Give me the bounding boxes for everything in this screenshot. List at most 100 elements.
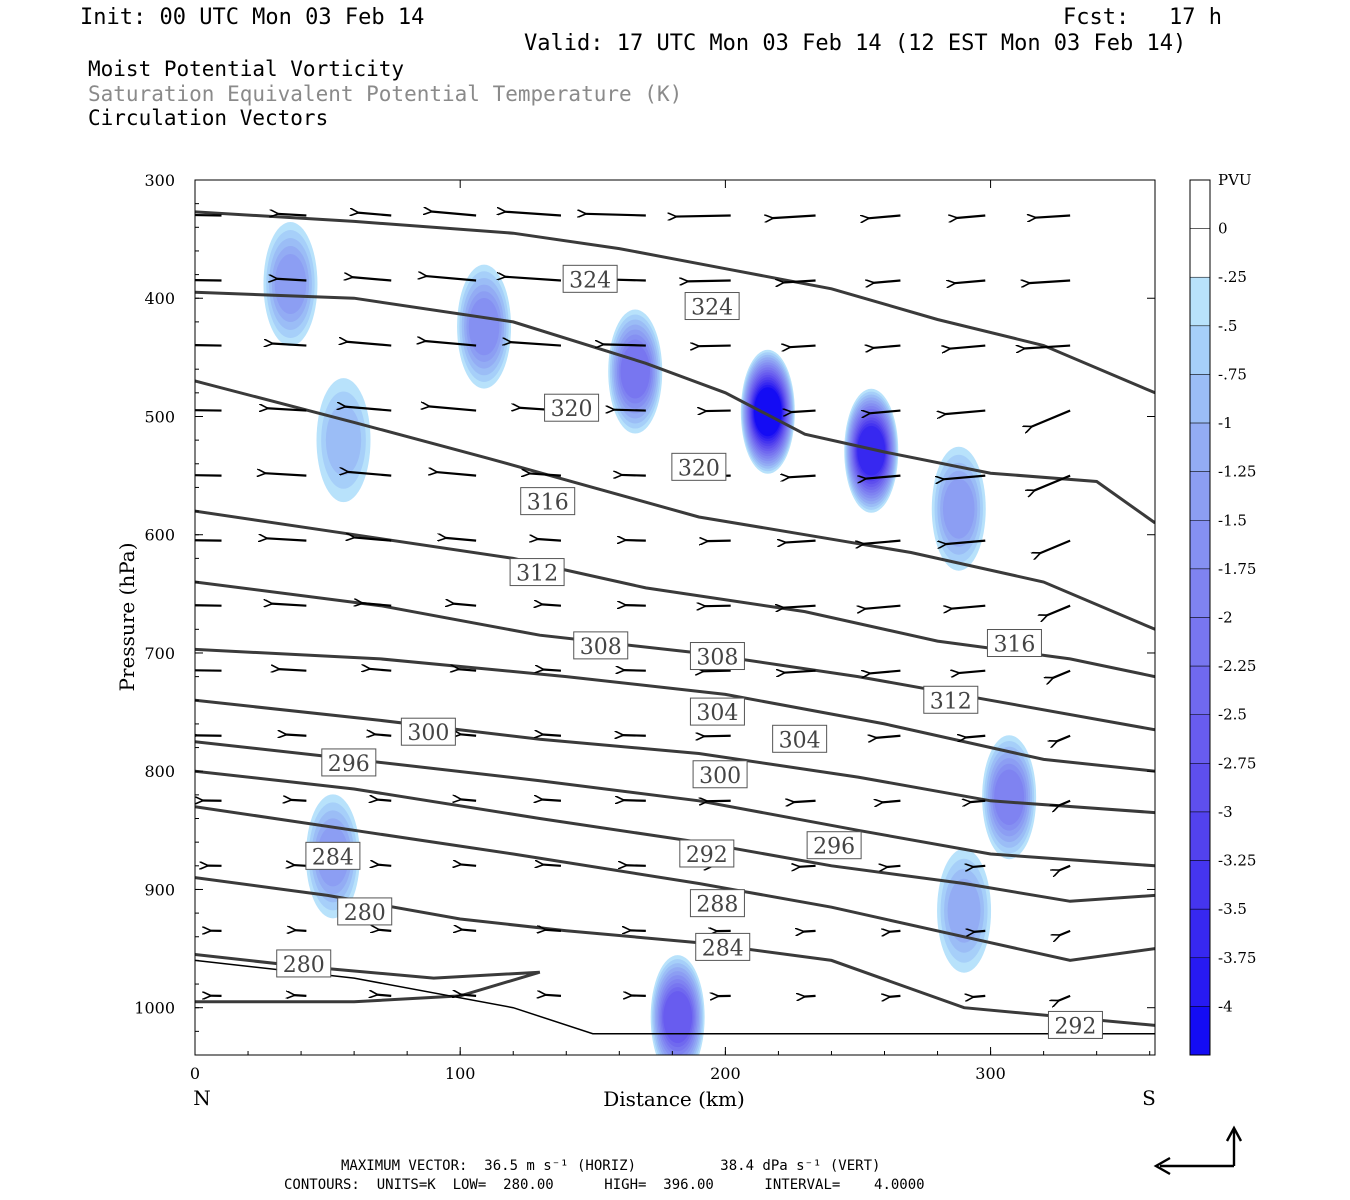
contour-label: 316 — [993, 633, 1035, 658]
y-tick-label: 400 — [144, 289, 175, 308]
colorbar-label: -2.75 — [1218, 754, 1256, 772]
theta-e-contour — [195, 290, 1155, 525]
theta-e-contour — [195, 953, 541, 1004]
init-time: Init: 00 UTC Mon 03 Feb 14 — [80, 5, 425, 30]
circulation-vector — [1040, 539, 1071, 554]
colorbar-label: -3.25 — [1218, 852, 1256, 870]
circulation-vector — [358, 213, 392, 216]
circulation-vector — [377, 800, 392, 801]
y-tick-label: 800 — [144, 762, 175, 781]
contour-label: 324 — [569, 268, 611, 293]
circulation-vector — [543, 865, 562, 866]
circulation-vector — [882, 801, 901, 803]
circulation-vector — [785, 541, 816, 543]
circulation-vector — [265, 473, 307, 475]
field-vectors: Circulation Vectors — [88, 106, 329, 130]
circulation-vector — [460, 994, 477, 995]
contour-label-box — [806, 831, 862, 860]
colorbar-label: -.5 — [1218, 317, 1237, 335]
circulation-vector — [291, 800, 307, 801]
colorbar-swatch — [1189, 374, 1211, 424]
y-tick-label: 500 — [144, 407, 175, 426]
circulation-vector — [956, 215, 986, 218]
circulation-vector — [623, 800, 646, 801]
colorbar-label: -2.25 — [1218, 657, 1256, 675]
colorbar-label: 0 — [1218, 220, 1228, 238]
colorbar-label: -1.75 — [1218, 560, 1256, 578]
circulation-vector — [460, 864, 477, 865]
circulation-vector — [460, 799, 477, 800]
contour-label-box — [305, 841, 361, 870]
circulation-vector — [195, 539, 222, 542]
field-mpv: Moist Potential Vorticity — [88, 57, 405, 81]
y-tick-label: 900 — [144, 880, 175, 899]
circulation-vector — [799, 866, 816, 867]
circulation-vector — [974, 931, 986, 932]
circulation-vector — [378, 865, 392, 866]
circulation-vector — [369, 669, 392, 671]
circulation-vector — [789, 346, 816, 348]
contour-labels: 324 324 320 320 316 312 308 308 316 312 304 304 300 2… — [276, 264, 1103, 1039]
circulation-vector — [945, 409, 986, 415]
circulation-vector — [195, 213, 222, 217]
colorbar-swatch — [1189, 276, 1211, 327]
circulation-vector — [347, 342, 392, 347]
theta-e-contour — [195, 805, 1155, 962]
circulation-vector — [267, 408, 307, 410]
circulation-vector — [675, 215, 731, 216]
contour-label-box — [689, 889, 745, 918]
contour-label: 316 — [527, 491, 569, 516]
circulation-vector — [294, 995, 307, 996]
circulation-vector — [1059, 929, 1071, 936]
mpv-shade-level — [753, 387, 782, 437]
circulation-vector — [295, 930, 307, 931]
mpv-shade-level — [857, 425, 886, 476]
mpv-shade-level — [994, 769, 1025, 825]
circulation-vector — [505, 212, 562, 217]
contour-label: 296 — [328, 752, 370, 777]
colorbar-frame — [1189, 179, 1211, 1056]
circulation-vector — [354, 537, 392, 542]
circulation-vector — [889, 996, 901, 997]
circulation-vector — [1035, 215, 1071, 217]
contour-label-box — [573, 631, 629, 660]
circulation-vector — [793, 801, 816, 802]
circulation-vector — [378, 930, 392, 931]
colorbar-label: -2 — [1218, 609, 1233, 627]
theta-e-contour — [195, 210, 1155, 395]
contour-label: 284 — [702, 936, 744, 961]
colorbar-swatch — [1189, 228, 1211, 278]
circulation-vector — [1058, 994, 1071, 1001]
circulation-vector — [873, 281, 901, 283]
colorbar-swatch — [1189, 860, 1211, 910]
circulation-vector — [374, 734, 392, 735]
circulation-vector — [345, 407, 392, 412]
circulation-vector — [377, 995, 392, 996]
mpv-shade-level — [947, 878, 981, 943]
circulation-vector — [195, 604, 222, 607]
circulation-vector — [624, 670, 646, 671]
x-tick-label: 200 — [710, 1064, 741, 1083]
contour-label: 292 — [1054, 1014, 1096, 1039]
colorbar-label: -1.25 — [1218, 463, 1256, 481]
circulation-vector — [791, 411, 816, 413]
x-end-left: N — [193, 1086, 211, 1110]
colorbar-swatch — [1189, 520, 1211, 570]
circulation-vector — [545, 930, 562, 931]
colorbar-label: -.75 — [1218, 365, 1247, 383]
contour-label: 312 — [516, 562, 558, 587]
circulation-vector — [271, 604, 307, 606]
colorbar-swatch — [1189, 763, 1211, 813]
colorbar-label: -3.75 — [1218, 949, 1256, 967]
circulation-vector — [1024, 346, 1071, 349]
circulation-vector — [426, 276, 477, 282]
contour-label-box — [689, 642, 745, 671]
contour-label-box — [544, 393, 600, 422]
circulation-vector — [865, 474, 901, 479]
reference-vector-icon — [1153, 1125, 1243, 1176]
forecast-hour: Fcst: 17 h — [1063, 5, 1222, 30]
circulation-vector — [703, 736, 731, 737]
contour-label: 312 — [930, 689, 972, 714]
circulation-vector — [705, 411, 731, 412]
